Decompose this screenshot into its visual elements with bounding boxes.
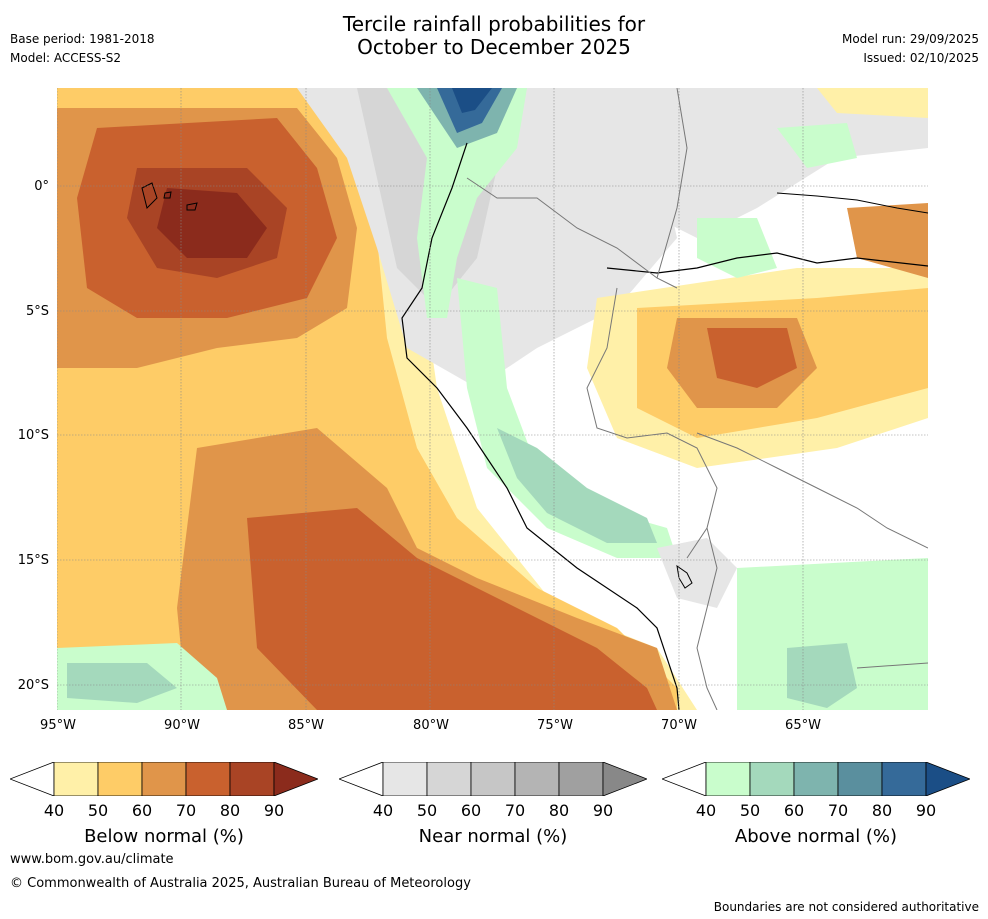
colorbar-above-segment-3	[793, 762, 839, 796]
below-normal-70-east	[707, 328, 797, 388]
amazon-river	[606, 252, 928, 274]
colorbar-near-segment-2	[426, 762, 472, 796]
graticule	[57, 88, 928, 710]
tick-below-80: 80	[219, 801, 241, 820]
colorbar-near-segment-5	[558, 762, 604, 796]
model-run: Model run: 29/09/2025	[841, 32, 979, 46]
tick-near-90: 90	[592, 801, 614, 820]
colorbar-near-arrow-high	[602, 762, 647, 796]
above-normal-40-andes	[457, 278, 677, 558]
model-name: Model: ACCESS-S2	[10, 51, 122, 65]
tick-below-70: 70	[175, 801, 197, 820]
disclaimer: Boundaries are not considered authoritat…	[713, 900, 979, 914]
colorbar-below-segment-1	[53, 762, 99, 796]
probability-map	[57, 88, 928, 710]
lat-label-20s: 20°S	[17, 678, 49, 693]
colorbar-near-segment-4	[514, 762, 560, 796]
below-normal-70-south	[247, 508, 657, 710]
above-normal-50-sw	[67, 663, 177, 703]
website-link[interactable]: www.bom.gov.au/climate	[10, 852, 174, 867]
lat-label-0: 0°	[34, 179, 49, 194]
galapagos-islands	[141, 182, 198, 211]
lon-label-95w: 95°W	[40, 718, 76, 733]
colorbar-above-segment-2	[749, 762, 795, 796]
colorbar-near	[339, 762, 647, 796]
above-normal-40-ne	[777, 123, 857, 168]
legend-title-above: Above normal (%)	[734, 826, 898, 847]
tick-near-80: 80	[548, 801, 570, 820]
tick-near-70: 70	[504, 801, 526, 820]
colorbar-above-segment-5	[881, 762, 927, 796]
issued-date: Issued: 02/10/2025	[863, 51, 979, 65]
above-normal-40-n	[387, 88, 527, 318]
tick-near-40: 40	[372, 801, 394, 820]
tick-below-90: 90	[263, 801, 285, 820]
copyright: © Commonwealth of Australia 2025, Austra…	[10, 876, 471, 891]
colorbar-near-segment-3	[470, 762, 516, 796]
colorbar-above	[662, 762, 970, 796]
below-normal-40-ne	[817, 88, 928, 118]
tick-above-80: 80	[871, 801, 893, 820]
above-normal-50-andes	[497, 428, 657, 543]
tick-above-70: 70	[827, 801, 849, 820]
colorbar-below-segment-4	[185, 762, 231, 796]
chart-title: Tercile rainfall probabilities for Octob…	[0, 13, 988, 59]
title-line-1: Tercile rainfall probabilities for	[342, 12, 646, 36]
tick-below-40: 40	[43, 801, 65, 820]
coastline	[401, 142, 680, 710]
colorbar-below	[10, 762, 318, 796]
colorbar-below-arrow-low	[10, 762, 55, 796]
above-normal-90-n	[452, 88, 492, 113]
colorbar-near-segment-1	[382, 762, 428, 796]
tick-below-50: 50	[87, 801, 109, 820]
above-normal-40-se	[737, 558, 928, 710]
near-normal-40-south	[657, 538, 737, 608]
colorbar-below-segment-3	[141, 762, 187, 796]
colorbar-below-arrow-high	[273, 762, 318, 796]
colorbar-below-segment-5	[229, 762, 275, 796]
lon-label-90w: 90°W	[164, 718, 200, 733]
tick-above-60: 60	[783, 801, 805, 820]
tick-above-40: 40	[695, 801, 717, 820]
lat-label-15s: 15°S	[17, 553, 49, 568]
base-period: Base period: 1981-2018	[10, 32, 155, 46]
tick-below-60: 60	[131, 801, 153, 820]
legend-title-near: Near normal (%)	[418, 826, 568, 847]
colorbar-above-arrow-high	[925, 762, 970, 796]
legend-title-below: Below normal (%)	[84, 826, 244, 847]
colorbar-below-segment-2	[97, 762, 143, 796]
lon-label-70w: 70°W	[661, 718, 697, 733]
near-normal-40-east	[617, 88, 928, 238]
tick-near-50: 50	[416, 801, 438, 820]
below-normal-90	[157, 188, 267, 258]
lon-label-75w: 75°W	[537, 718, 573, 733]
colorbar-above-segment-4	[837, 762, 883, 796]
river-north	[776, 192, 928, 214]
lon-label-65w: 65°W	[785, 718, 821, 733]
lat-label-5s: 5°S	[25, 304, 49, 319]
lon-label-80w: 80°W	[413, 718, 449, 733]
colorbar-near-arrow-low	[339, 762, 384, 796]
lon-label-85w: 85°W	[288, 718, 324, 733]
tick-above-50: 50	[739, 801, 761, 820]
lake-titicaca	[676, 564, 693, 589]
colorbar-above-arrow-low	[662, 762, 707, 796]
above-normal-50-se	[787, 643, 857, 708]
country-borders	[466, 88, 928, 710]
tick-above-90: 90	[915, 801, 937, 820]
title-line-2: October to December 2025	[357, 35, 631, 59]
tick-near-60: 60	[460, 801, 482, 820]
colorbar-above-segment-1	[705, 762, 751, 796]
lat-label-10s: 10°S	[17, 428, 49, 443]
